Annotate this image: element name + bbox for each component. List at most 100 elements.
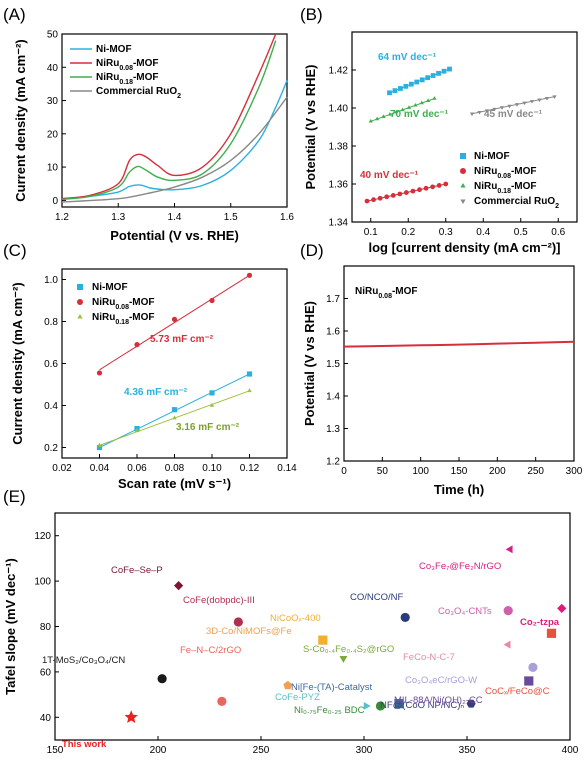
data-point [375,116,380,121]
y-tick-label: 1.36 [329,180,349,191]
data-point [403,83,409,89]
panel-label-d: (D) [300,241,324,260]
data-point [97,442,102,447]
data-point [363,701,371,710]
panel-label-e: (E) [3,487,26,506]
data-point [557,603,567,613]
series-line-3 [61,40,277,201]
data-point [134,428,140,432]
data-point [209,402,215,407]
data-point [419,100,424,105]
data-point [522,101,527,106]
data-point [514,103,520,107]
point-label: Co₃O₄-CNTs [438,606,492,617]
data-point [529,100,535,104]
y-tick-label: 1.4 [326,392,340,403]
x-axis-label: Time (h) [434,482,484,497]
data-point [499,106,505,110]
point-label: 3D-Co/NiMOFs@Fe [206,626,292,637]
point-label: Co₃O₄eC/rGO-W [405,675,477,686]
y-tick-label: 40 [40,713,52,724]
y-tick-label: 0.4 [44,401,58,412]
y-tick-label: 0.2 [44,443,58,454]
y-tick-label: 1.34 [329,218,349,229]
y-tick-label: 1.40 [329,104,349,115]
x-tick-label: 0.6 [551,227,565,238]
y-tick-label: 60 [40,667,52,678]
y-tick-label: 0.6 [44,359,58,370]
data-point [364,198,370,204]
data-point [398,86,403,91]
data-point [410,188,416,194]
x-tick-label: 0.4 [476,227,490,238]
x-tick-label: 200 [150,745,167,756]
data-point [425,75,431,81]
y-tick-label: 30 [47,96,59,107]
y-tick-label: 1.3 [326,424,340,435]
legend-label: Commercial RuO2 [96,86,181,100]
data-point [209,297,215,304]
data-point [397,191,403,197]
data-point [544,96,550,101]
data-point [246,371,253,377]
data-point [377,195,383,201]
y-tick-label: 80 [40,622,52,633]
x-tick-label: 0.04 [90,463,110,474]
data-point [507,104,512,109]
point-label: Ni₀.₇₅Fe₀.₂₅ BDC [294,705,365,716]
data-point [400,107,405,112]
point-label: S-Co₀.₄Fe₀.₄S₂@rGO [303,644,394,655]
y-tick-label: 1.42 [329,66,349,77]
series-line-4 [61,96,288,203]
y-axis-label: Potential (V vs RHE) [303,65,318,190]
y-tick-label: 50 [47,30,59,41]
data-point [384,194,390,200]
data-point [408,81,414,87]
slope-annotation: 40 mV dec⁻¹ [360,170,419,181]
legend-marker [77,284,83,290]
point-label: Fe–N–C/2rGO [180,645,241,656]
slope-annotation: 45 mV dec⁻¹ [484,109,543,120]
fit-line [99,274,250,371]
panel-d-stability-chart: 0 50 100 150 200 250 300 1.2 1.3 1.4 1.5 1.6 1.7 Time… [302,265,583,497]
slope-annotation: 70 mV dec⁻¹ [390,109,449,120]
x-tick-label: 150 [47,745,64,756]
x-tick-label: 0.3 [439,227,453,238]
legend-marker [460,153,466,159]
legend-label: Ni-MOF [474,151,510,162]
x-tick-label: 100 [412,466,429,477]
x-tick-label: 0.5 [514,227,528,238]
y-tick-label: 1.7 [326,294,340,305]
data-point [466,699,476,708]
data-point [394,699,404,709]
x-tick-label: 0 [341,466,347,477]
data-point [174,581,184,591]
slope-annotation: 64 mV dec⁻¹ [378,52,437,63]
data-point [430,184,436,190]
legend-marker [77,299,83,305]
legend-marker [77,314,83,319]
y-tick-label: 1.6 [326,327,340,338]
point-label: Ni[Fe-(TA)-Catalyst [291,682,372,693]
data-point [524,676,534,686]
y-tick-label: 1.2 [326,457,340,468]
legend-label: Ni-MOF [92,282,128,293]
y-tick-label: 10 [47,163,59,174]
y-tick-label: 1.38 [329,142,349,153]
data-point [546,628,557,638]
data-point [443,181,449,187]
y-axis-label: Potential (V vs RHE) [302,301,317,426]
data-point [447,66,452,72]
data-point [537,98,542,103]
data-point [134,342,140,348]
x-tick-label: 1.6 [280,212,294,223]
x-tick-label: 350 [459,745,476,756]
data-point [247,388,252,393]
x-tick-label: 1.4 [168,212,182,223]
legend-marker [460,168,466,174]
panel-label-a: (A) [3,5,26,24]
panel-b-tafel-chart: 0.1 0.2 0.3 0.4 0.5 0.6 1.34 1.36 1.38 1.40 1.42 lo… [303,31,578,255]
point-label: CoFe-PYZ [275,692,320,703]
y-axis-label: Tafel slope (mV dec⁻¹) [3,558,18,695]
